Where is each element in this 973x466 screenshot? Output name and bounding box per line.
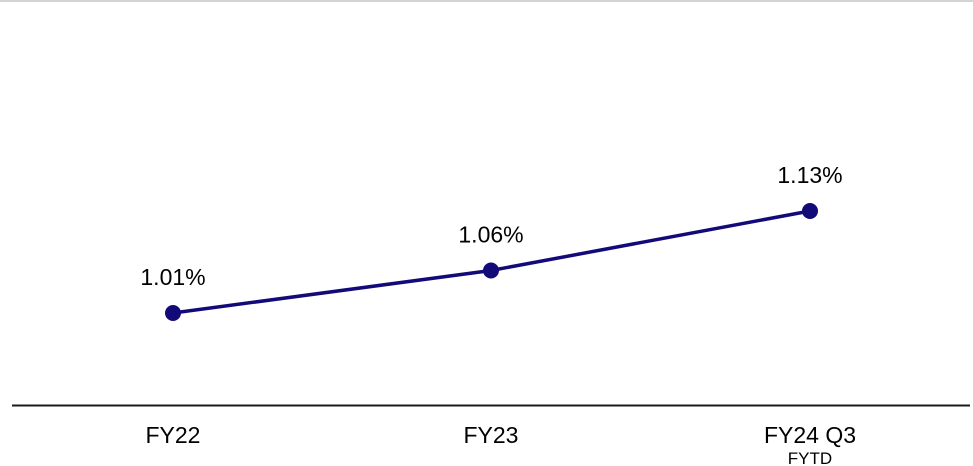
top-divider bbox=[0, 0, 973, 2]
data-label: 1.06% bbox=[458, 222, 523, 248]
x-tick-sublabel: FYTD bbox=[788, 449, 832, 466]
data-label: 1.01% bbox=[140, 264, 205, 290]
data-point-fy22 bbox=[165, 305, 181, 321]
data-point-fy24-q3 bbox=[802, 203, 818, 219]
x-tick-label: FY22 bbox=[146, 422, 201, 448]
x-tick-label: FY23 bbox=[464, 422, 519, 448]
data-points bbox=[165, 203, 818, 321]
x-tick-label: FY24 Q3 bbox=[764, 422, 856, 448]
data-point-fy23 bbox=[483, 262, 499, 279]
data-label: 1.13% bbox=[777, 162, 842, 188]
data-labels: 1.01% 1.06% 1.13% bbox=[140, 162, 842, 290]
